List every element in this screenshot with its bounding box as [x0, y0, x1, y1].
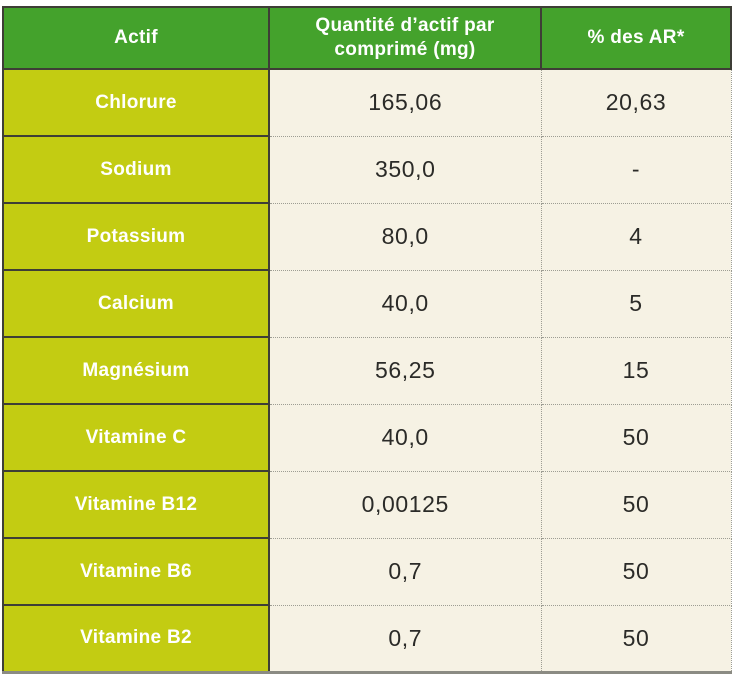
table-header: Actif Quantité d’actif par comprimé (mg)… [2, 6, 732, 70]
quantity-cell: 40,0 [268, 403, 542, 472]
header-cell-percent-ar: % des AR* [540, 6, 732, 70]
quantity-cell: 40,0 [268, 269, 542, 338]
table-row: Vitamine B6 0,7 50 [2, 537, 732, 606]
quantity-cell: 0,00125 [268, 470, 542, 539]
table-row: Sodium 350,0 - [2, 135, 732, 204]
row-label-chlorure: Chlorure [2, 68, 270, 137]
table-row: Calcium 40,0 5 [2, 269, 732, 338]
percent-ar-cell: 50 [540, 604, 732, 674]
actifs-table: Actif Quantité d’actif par comprimé (mg)… [2, 6, 732, 674]
quantity-cell: 0,7 [268, 604, 542, 674]
table-row: Magnésium 56,25 15 [2, 336, 732, 405]
header-row: Actif Quantité d’actif par comprimé (mg)… [2, 6, 732, 70]
quantity-cell: 0,7 [268, 537, 542, 606]
percent-ar-cell: 50 [540, 403, 732, 472]
table-row: Vitamine B12 0,00125 50 [2, 470, 732, 539]
percent-ar-cell: - [540, 135, 732, 204]
quantity-cell: 56,25 [268, 336, 542, 405]
row-label-magnesium: Magnésium [2, 336, 270, 405]
table-row: Vitamine C 40,0 50 [2, 403, 732, 472]
percent-ar-cell: 5 [540, 269, 732, 338]
percent-ar-cell: 4 [540, 202, 732, 271]
percent-ar-cell: 50 [540, 470, 732, 539]
table-row: Chlorure 165,06 20,63 [2, 68, 732, 137]
quantity-cell: 165,06 [268, 68, 542, 137]
quantity-cell: 350,0 [268, 135, 542, 204]
row-label-vitamine-b2: Vitamine B2 [2, 604, 270, 674]
row-label-sodium: Sodium [2, 135, 270, 204]
row-label-calcium: Calcium [2, 269, 270, 338]
quantity-cell: 80,0 [268, 202, 542, 271]
row-label-vitamine-c: Vitamine C [2, 403, 270, 472]
row-label-vitamine-b6: Vitamine B6 [2, 537, 270, 606]
table-row: Potassium 80,0 4 [2, 202, 732, 271]
row-label-vitamine-b12: Vitamine B12 [2, 470, 270, 539]
table-row: Vitamine B2 0,7 50 [2, 604, 732, 674]
percent-ar-cell: 20,63 [540, 68, 732, 137]
percent-ar-cell: 15 [540, 336, 732, 405]
percent-ar-cell: 50 [540, 537, 732, 606]
table-body: Chlorure 165,06 20,63 Sodium 350,0 - Pot… [2, 68, 732, 674]
row-label-potassium: Potassium [2, 202, 270, 271]
header-cell-quantity: Quantité d’actif par comprimé (mg) [268, 6, 542, 70]
header-cell-actif: Actif [2, 6, 270, 70]
